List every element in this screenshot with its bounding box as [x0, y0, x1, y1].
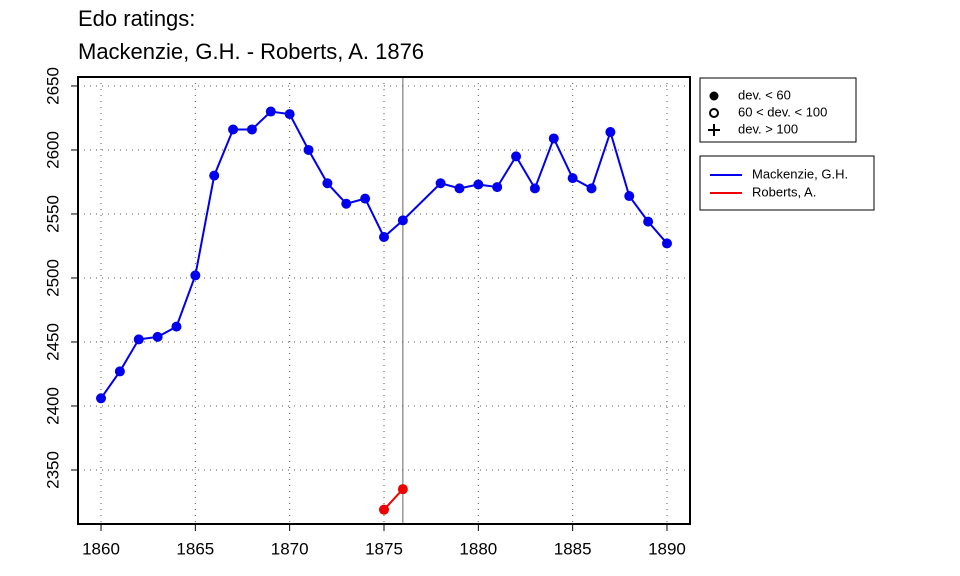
point [265, 106, 276, 117]
point [643, 216, 654, 227]
marker-legend-label: 60 < dev. < 100 [738, 104, 827, 119]
point [567, 173, 578, 184]
x-tick-label: 1885 [554, 539, 592, 558]
legend-label: Mackenzie, G.H. [752, 166, 848, 181]
point [284, 109, 295, 120]
point [624, 191, 635, 202]
point [435, 178, 446, 189]
point [454, 183, 465, 194]
point [96, 393, 107, 404]
point [171, 321, 182, 332]
point [661, 238, 672, 249]
x-tick-label: 1890 [648, 539, 686, 558]
plot-frame [77, 76, 691, 525]
marker-legend-label: dev. > 100 [738, 121, 798, 136]
point [473, 179, 484, 190]
legend-symbol [708, 124, 720, 136]
point [529, 183, 540, 194]
point [548, 133, 559, 144]
point [303, 144, 314, 155]
point [209, 170, 220, 181]
point [397, 484, 408, 495]
y-tick-label: 2500 [43, 259, 62, 297]
marker-legend-label: dev. < 60 [738, 87, 791, 102]
point [246, 124, 257, 135]
y-tick-label: 2400 [43, 387, 62, 425]
y-tick-label: 2600 [43, 131, 62, 169]
point [228, 124, 239, 135]
x-tick-label: 1875 [365, 539, 403, 558]
x-tick-label: 1865 [176, 539, 214, 558]
point [322, 178, 333, 189]
point [511, 151, 522, 162]
point [397, 215, 408, 226]
point [114, 366, 125, 377]
point [379, 504, 389, 515]
x-tick-label: 1860 [82, 539, 120, 558]
y-tick-label: 2350 [43, 451, 62, 489]
y-tick-label: 2650 [43, 67, 62, 105]
point [152, 331, 163, 342]
point [341, 198, 352, 209]
x-tick-label: 1880 [459, 539, 497, 558]
point [133, 334, 144, 345]
legend-symbol [709, 108, 719, 118]
marker-legend-box [699, 77, 857, 143]
legend-label: Roberts, A. [752, 184, 816, 199]
series-line [100, 110, 668, 399]
point [190, 270, 201, 281]
point [360, 193, 371, 204]
chart-title: Edo ratings: [78, 6, 195, 31]
point [605, 127, 616, 138]
legend-box [699, 155, 875, 211]
y-tick-label: 2550 [43, 195, 62, 233]
point [379, 232, 389, 243]
chart-title: Mackenzie, G.H. - Roberts, A. 1876 [78, 39, 424, 64]
x-tick-label: 1870 [271, 539, 309, 558]
y-tick-label: 2450 [43, 323, 62, 361]
point [586, 183, 597, 194]
legend-symbol [709, 91, 719, 101]
point [492, 182, 503, 193]
